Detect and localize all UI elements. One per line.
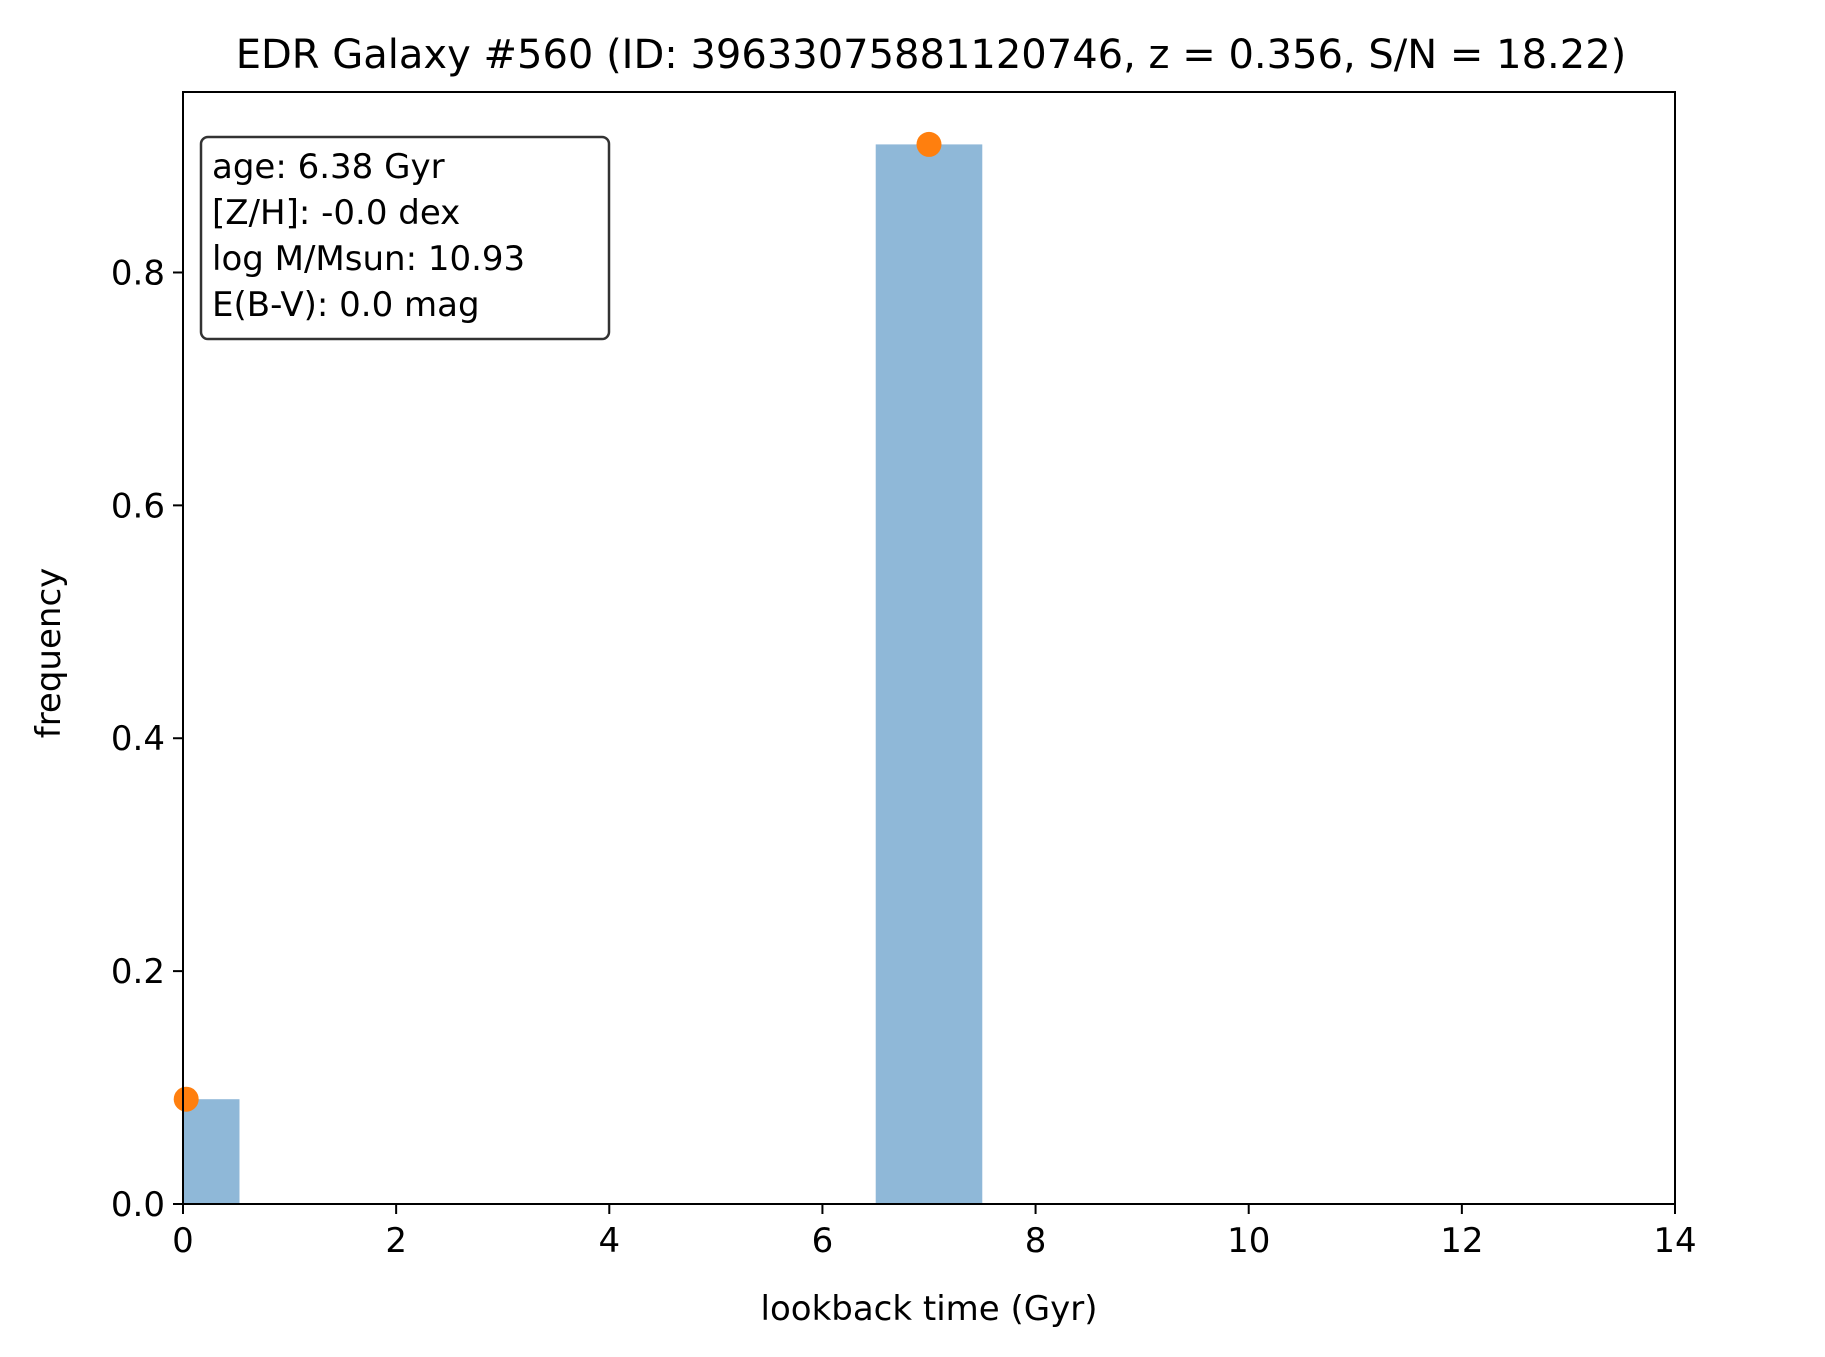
x-axis-label: lookback time (Gyr) — [761, 1289, 1098, 1329]
chart-title: EDR Galaxy #560 (ID: 39633075881120746, … — [236, 32, 1627, 78]
x-tick-label: 12 — [1440, 1221, 1483, 1261]
y-tick-label: 0.8 — [111, 253, 165, 293]
info-age: age: 6.38 Gyr — [212, 147, 445, 187]
x-tick-label: 2 — [385, 1221, 407, 1261]
x-tick-label: 10 — [1227, 1221, 1270, 1261]
bars-layer — [183, 144, 983, 1204]
x-tick-label: 6 — [812, 1221, 834, 1261]
data-point-1 — [916, 131, 942, 157]
info-log-mass: log M/Msun: 10.93 — [212, 239, 525, 279]
x-tick-label: 14 — [1653, 1221, 1696, 1261]
info-box: age: 6.38 Gyr [Z/H]: -0.0 dex log M/Msun… — [199, 135, 611, 341]
x-axis-ticks: 0 2 4 6 8 10 12 14 — [172, 1204, 1697, 1261]
y-tick-label: 0.0 — [111, 1185, 165, 1225]
y-tick-label: 0.6 — [111, 486, 165, 526]
info-metallicity: [Z/H]: -0.0 dex — [212, 193, 460, 233]
x-tick-label: 0 — [172, 1221, 194, 1261]
plot-frame — [182, 91, 1676, 1205]
y-tick-label: 0.4 — [111, 719, 165, 759]
x-tick-label: 8 — [1025, 1221, 1047, 1261]
histogram-bar-0 — [183, 1099, 240, 1204]
info-box-frame — [199, 135, 611, 341]
y-axis-ticks: 0.0 0.2 0.4 0.6 0.8 — [111, 253, 183, 1225]
y-tick-label: 0.2 — [111, 952, 165, 992]
info-extinction: E(B-V): 0.0 mag — [212, 285, 480, 325]
x-tick-label: 4 — [598, 1221, 620, 1261]
points-layer — [173, 131, 942, 1112]
data-point-0 — [173, 1086, 199, 1112]
histogram-bar-1 — [875, 144, 983, 1204]
y-axis-label: frequency — [29, 568, 69, 739]
